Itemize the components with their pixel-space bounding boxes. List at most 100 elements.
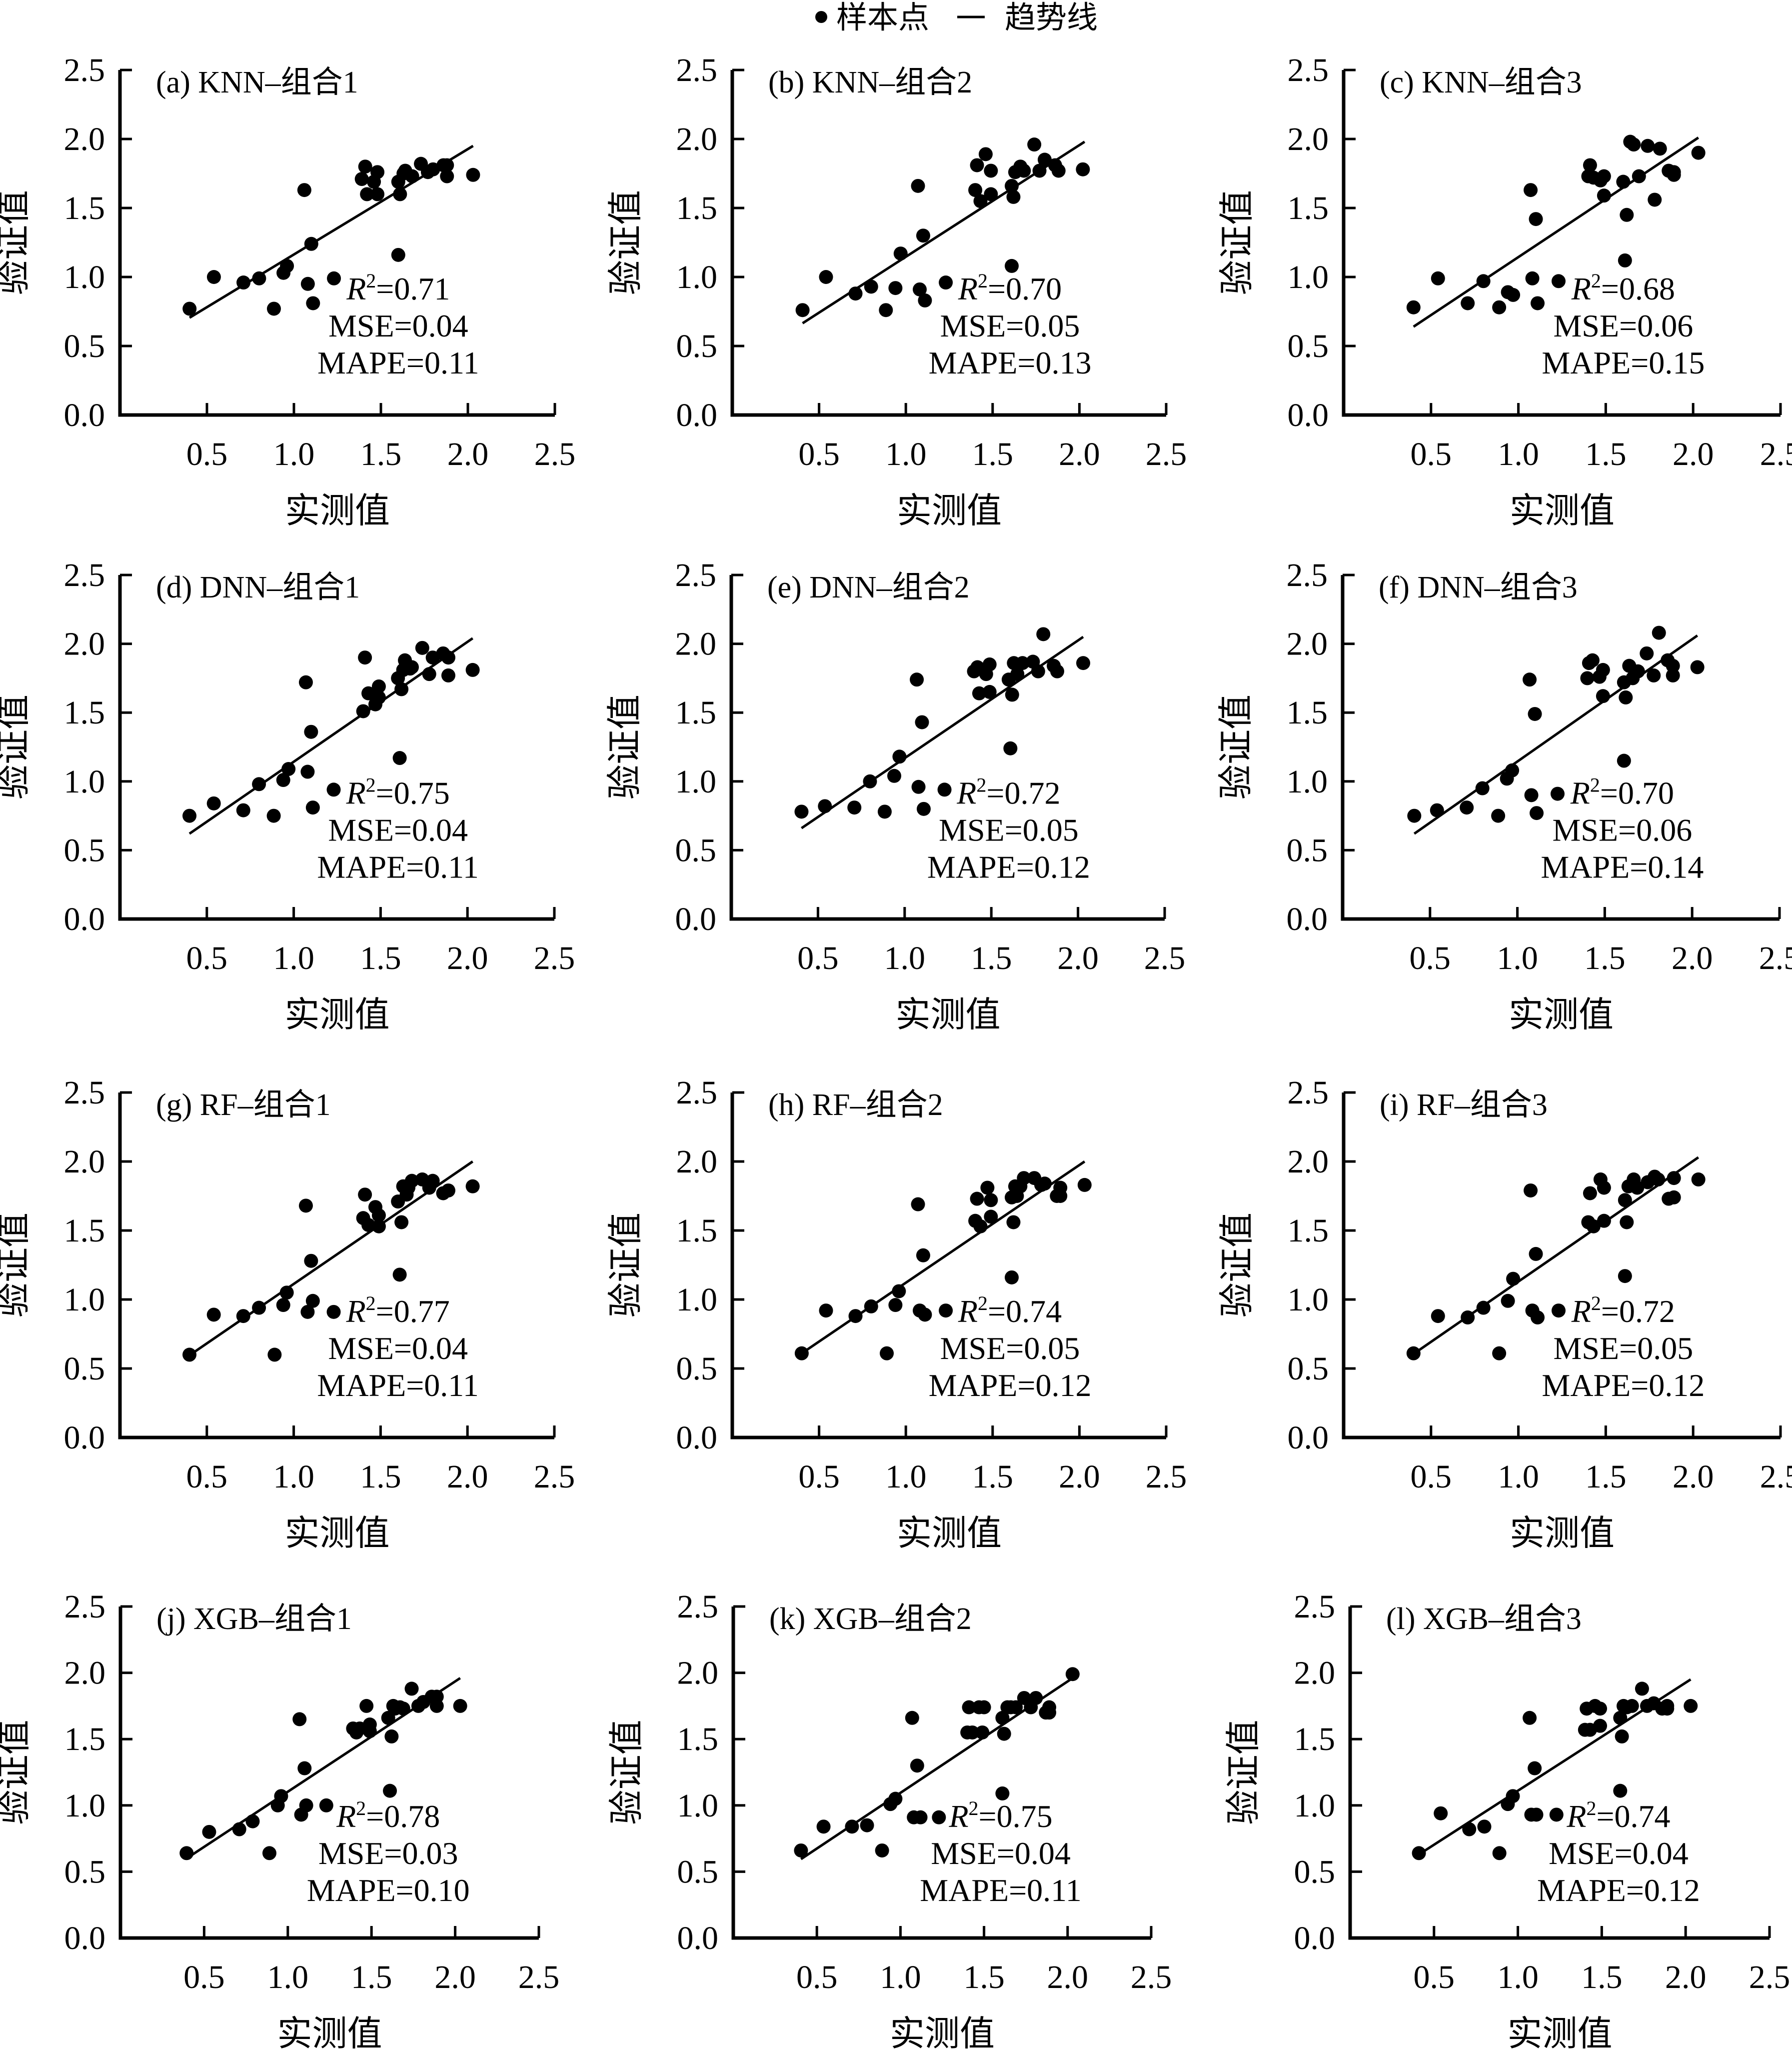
- data-point: [1593, 1718, 1608, 1733]
- data-point: [893, 246, 908, 261]
- x-tick-label: 0.5: [1414, 1959, 1455, 1996]
- y-tick-label: 0.0: [64, 1420, 105, 1456]
- r2-value: =0.77: [376, 1294, 450, 1329]
- data-point: [888, 281, 903, 296]
- data-point: [266, 302, 281, 316]
- y-tick-label: 1.0: [1287, 764, 1328, 800]
- x-tick-label: 1.5: [351, 1959, 392, 1996]
- mse-stat: MSE=0.05: [939, 812, 1079, 848]
- data-point: [1524, 788, 1539, 802]
- x-tick-label: 2.5: [1760, 1458, 1792, 1495]
- r2-stat: R2=0.68: [1571, 270, 1675, 306]
- y-tick-label: 0.5: [64, 1854, 106, 1890]
- data-point: [415, 640, 429, 655]
- y-tick-label: 1.0: [64, 764, 105, 800]
- x-tick-label: 2.0: [1673, 1458, 1714, 1495]
- data-point: [1596, 662, 1610, 677]
- data-point: [1076, 656, 1091, 670]
- r2-superscript: 2: [1591, 1292, 1601, 1314]
- y-tick-label: 0.0: [64, 1920, 106, 1956]
- data-point: [236, 803, 250, 818]
- data-point: [206, 1308, 221, 1322]
- data-point: [319, 1798, 333, 1812]
- data-point: [1529, 212, 1543, 226]
- x-tick-label: 1.0: [273, 940, 314, 976]
- y-tick-label: 1.5: [1288, 190, 1329, 226]
- y-axis-title: 验证值: [1217, 694, 1256, 800]
- data-point: [304, 236, 318, 251]
- mape-stat: MAPE=0.12: [1542, 1368, 1705, 1403]
- x-tick-label: 2.0: [1047, 1959, 1089, 1996]
- y-tick-label: 2.5: [676, 1074, 718, 1111]
- data-point: [1032, 164, 1047, 178]
- y-axis-title: 验证值: [1218, 190, 1257, 295]
- data-point: [280, 258, 294, 273]
- data-point: [984, 187, 998, 202]
- data-point: [937, 782, 952, 797]
- data-point: [1660, 1698, 1675, 1713]
- data-point: [182, 808, 197, 823]
- y-tick-label: 0.0: [1287, 901, 1328, 938]
- x-tick-label: 1.0: [1497, 1959, 1539, 1996]
- data-point: [371, 690, 386, 704]
- x-tick-label: 1.0: [1498, 1458, 1539, 1495]
- data-point: [888, 1298, 903, 1312]
- r2-superscript: 2: [356, 1797, 366, 1820]
- panel-title: (g) RF–组合1: [156, 1088, 331, 1122]
- y-tick-label: 1.5: [675, 694, 717, 731]
- trend-line: [1413, 136, 1700, 328]
- data-point: [359, 1698, 374, 1713]
- data-point: [1691, 146, 1706, 160]
- r2-value: =0.74: [988, 1294, 1062, 1329]
- data-point: [819, 1304, 833, 1318]
- r2-symbol: R: [958, 271, 978, 306]
- data-point: [1505, 763, 1520, 778]
- x-tick-label: 1.0: [885, 1458, 927, 1495]
- data-point: [1618, 253, 1632, 268]
- y-axis-title: 验证值: [0, 190, 33, 295]
- panel-b: 0.0 0.5 1.0 1.5 2.0 2.5 0.5 1.0 1.5 2.0 2.5 实测值 验证值 (…: [607, 52, 1187, 530]
- data-point: [1616, 174, 1631, 189]
- r2-stat: R2=0.77: [346, 1292, 450, 1329]
- data-point: [405, 169, 419, 184]
- r2-superscript: 2: [969, 1797, 979, 1820]
- data-point: [429, 1690, 444, 1704]
- y-tick-label: 2.0: [676, 1144, 718, 1180]
- x-tick-label: 2.0: [447, 1458, 488, 1495]
- x-tick-label: 0.5: [186, 1458, 228, 1495]
- y-tick-label: 1.5: [1294, 1721, 1336, 1758]
- data-point: [916, 802, 931, 816]
- mse-stat: MSE=0.04: [328, 308, 468, 344]
- data-point: [371, 1219, 386, 1234]
- data-point: [300, 764, 315, 779]
- y-tick-label: 1.0: [64, 1788, 106, 1824]
- mse-stat: MSE=0.04: [931, 1836, 1071, 1871]
- y-axis-title: 验证值: [0, 1720, 33, 1825]
- y-tick-label: 0.0: [1288, 1420, 1329, 1456]
- legend-marker-label: 样本点: [836, 1, 929, 35]
- data-point: [978, 147, 993, 162]
- y-axis-title: 验证值: [608, 1720, 646, 1825]
- mse-stat: MSE=0.03: [318, 1836, 458, 1871]
- data-point: [916, 228, 930, 243]
- x-tick-label: 1.5: [971, 940, 1012, 976]
- data-point: [1583, 158, 1597, 172]
- y-axis-title: 验证值: [0, 694, 33, 800]
- y-tick-label: 2.0: [677, 1655, 719, 1692]
- y-tick-label: 1.5: [1287, 694, 1328, 731]
- data-point: [1431, 271, 1445, 286]
- r2-stat: R2=0.75: [346, 774, 450, 811]
- r2-value: =0.72: [1601, 1294, 1675, 1329]
- y-tick-label: 2.0: [64, 626, 105, 662]
- x-tick-label: 2.5: [1760, 436, 1792, 472]
- mape-stat: MAPE=0.11: [317, 1368, 479, 1403]
- trend-line: [801, 1160, 1086, 1354]
- r2-value: =0.70: [988, 271, 1062, 306]
- x-tick-label: 0.5: [797, 940, 839, 976]
- data-point: [1412, 1846, 1426, 1860]
- x-tick-label: 1.5: [963, 1959, 1005, 1996]
- y-tick-label: 0.5: [1294, 1854, 1336, 1890]
- x-axis-title: 实测值: [1509, 996, 1614, 1034]
- r2-stat: R2=0.78: [336, 1797, 440, 1834]
- data-point: [306, 296, 320, 310]
